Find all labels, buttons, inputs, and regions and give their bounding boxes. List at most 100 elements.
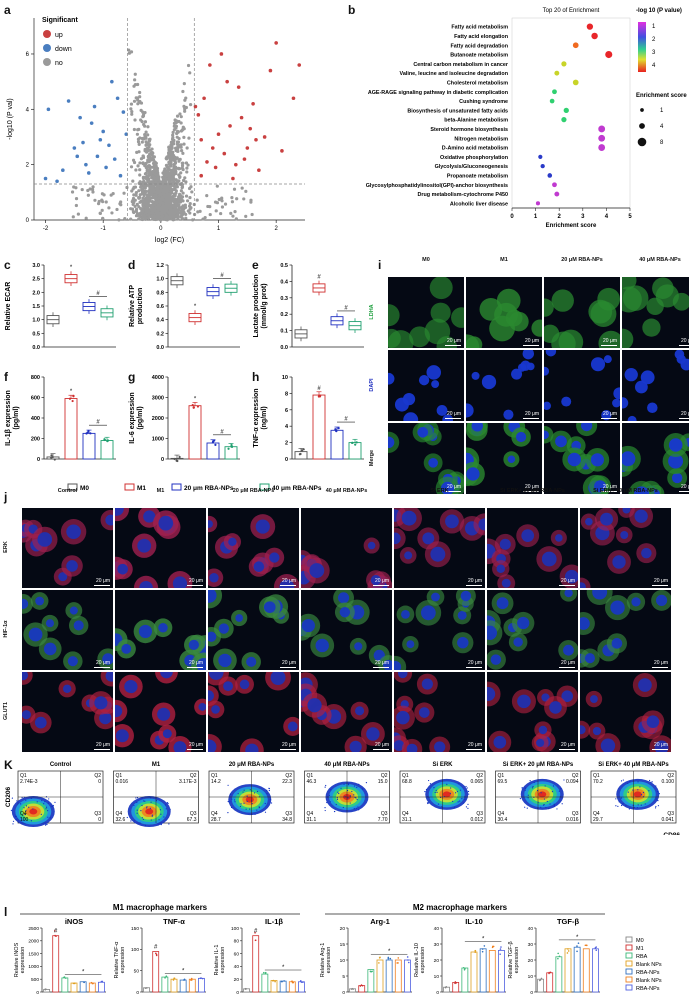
event-dot — [10, 809, 13, 812]
cell-cytoplasm — [551, 289, 574, 312]
event-dot — [356, 786, 358, 789]
event-dot — [166, 801, 168, 804]
event-dot — [465, 785, 467, 788]
cell-nucleus — [622, 397, 629, 409]
y-tick-label: 20 — [528, 958, 534, 964]
point-no — [153, 160, 157, 164]
point-no — [181, 125, 185, 129]
y-tick-label: 5 — [342, 974, 345, 980]
cell-image — [208, 590, 290, 670]
event-dot — [269, 798, 271, 800]
y-tick-label: 200 — [31, 437, 40, 443]
y-tick-label: 1000 — [28, 964, 39, 970]
cell-nucleus — [538, 725, 548, 735]
data-dot — [351, 441, 354, 444]
cell-image — [388, 365, 454, 421]
quadrant-label: Q4 — [307, 811, 314, 817]
point-no — [208, 204, 212, 209]
legend-swatch — [625, 984, 633, 991]
event-dot — [164, 804, 167, 806]
event-dot — [270, 802, 273, 804]
event-dot — [553, 803, 555, 805]
data-dot — [50, 454, 53, 457]
point-no — [249, 200, 253, 204]
event-dot — [157, 824, 159, 826]
event-dot — [229, 801, 231, 803]
point-no — [132, 210, 136, 215]
point-no — [137, 181, 141, 185]
cell-image — [466, 288, 542, 348]
cell-nucleus — [536, 738, 545, 747]
cell-nucleus — [394, 660, 402, 670]
event-dot — [231, 798, 233, 800]
point-no — [178, 112, 182, 116]
point-no — [107, 206, 111, 210]
cell-nucleus — [198, 702, 206, 711]
enrichment-dot — [572, 42, 579, 49]
cell-nucleus — [269, 552, 280, 563]
point-no — [223, 202, 228, 206]
point-up — [291, 96, 296, 101]
pathway-label: Cushing syndrome — [459, 99, 508, 105]
size-legend-dot — [639, 123, 645, 129]
event-dot — [563, 779, 565, 781]
point-no — [185, 170, 189, 174]
flow-plot-title: M1 — [152, 762, 161, 768]
micrograph-cell: 20 μm — [487, 672, 578, 752]
cell-nucleus — [270, 672, 286, 685]
y-axis-label: expression — [20, 947, 26, 974]
point-no — [133, 72, 137, 76]
density-contour — [538, 791, 547, 798]
point-no — [169, 140, 174, 144]
cell-nucleus — [584, 653, 595, 664]
point-no — [143, 172, 148, 176]
marker-chart-title: IL-1β — [265, 917, 283, 926]
point-no — [167, 177, 171, 181]
event-dot — [141, 797, 143, 799]
point-up — [213, 165, 218, 170]
data-dot — [576, 950, 578, 953]
event-dot — [16, 800, 18, 802]
event-dot — [12, 823, 14, 825]
enrichment-dot — [591, 32, 598, 40]
event-dot — [133, 820, 135, 822]
cell-nucleus — [638, 678, 652, 692]
event-dot — [264, 802, 266, 805]
data-dot — [230, 443, 233, 447]
point-down — [121, 110, 126, 114]
data-dot — [190, 979, 193, 981]
sig-marker: * — [576, 935, 579, 941]
point-no — [117, 218, 121, 222]
cell-nucleus — [309, 563, 325, 578]
point-no — [181, 191, 185, 195]
data-dot — [302, 448, 305, 451]
bar — [376, 959, 384, 993]
sig-marker: # — [220, 429, 224, 435]
event-dot — [245, 808, 247, 810]
scale-bar: 20 μm — [561, 742, 575, 748]
point-no — [74, 197, 79, 201]
cell-nucleus — [172, 576, 188, 588]
scale-bar: 20 μm — [679, 485, 689, 492]
event-dot — [658, 793, 660, 795]
enrichment-dot — [547, 173, 553, 178]
cell-nucleus — [338, 592, 350, 604]
point-no — [157, 185, 161, 189]
micrograph-cell: 20 μm — [115, 672, 206, 752]
point-no — [244, 214, 248, 218]
data-dot — [548, 971, 550, 974]
data-dot — [577, 942, 580, 944]
cell-nucleus — [388, 436, 395, 448]
y-tick-label: 0.5 — [280, 263, 288, 269]
event-dot — [347, 784, 350, 786]
point-no — [132, 200, 136, 205]
point-no — [138, 100, 142, 104]
point-no — [170, 137, 175, 141]
pathway-label: Fatty acid elongation — [454, 34, 508, 40]
point-no — [175, 129, 180, 133]
point-no — [214, 209, 218, 213]
point-no — [182, 135, 186, 140]
cell-nucleus — [45, 619, 55, 628]
cell-image — [22, 592, 113, 670]
event-dot — [256, 790, 259, 793]
